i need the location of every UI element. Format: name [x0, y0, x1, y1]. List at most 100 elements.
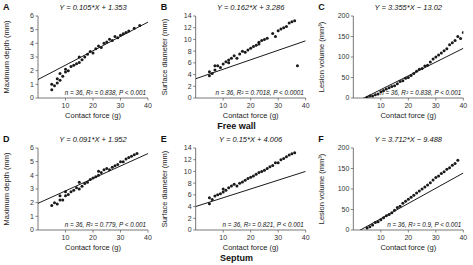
scatter-point [377, 220, 380, 223]
y-axis-label: Lesion volume (mm³) [317, 21, 326, 92]
y-tick [193, 183, 196, 184]
scatter-point [445, 47, 448, 50]
x-tick-label: 30 [432, 102, 440, 109]
y-tick [193, 62, 196, 63]
x-tick [65, 98, 66, 101]
scatter-point [136, 152, 139, 155]
y-tick [193, 218, 196, 219]
scatter-point [59, 198, 62, 201]
scatter-point [451, 164, 454, 167]
scatter-point [75, 62, 78, 65]
scatter-point [213, 64, 216, 67]
scatter-point [108, 38, 111, 41]
x-tick-label: 30 [117, 234, 125, 241]
stats: n = 36, R² = 0.779, P < 0.001 [65, 221, 146, 228]
scatter-point [61, 198, 64, 201]
scatter-point [401, 202, 404, 205]
y-tick [351, 77, 354, 78]
scatter-point [257, 171, 260, 174]
scatter-point [230, 185, 233, 188]
equation: Y = 0.105*X + 1.353 [59, 3, 127, 12]
scatter-point [233, 54, 236, 57]
x-tick-label: 10 [377, 102, 385, 109]
scatter-point [249, 176, 252, 179]
scatter-point [396, 206, 399, 209]
y-axis-line [195, 16, 196, 98]
y-tick-label: 150 [338, 33, 350, 40]
stats: n = 36, R² = 0.821, P < 0.001 [222, 221, 303, 228]
y-tick [193, 27, 196, 28]
equation: Y = 0.162*X + 3.286 [217, 3, 285, 12]
scatter-point [418, 68, 421, 71]
x-tick [148, 230, 149, 233]
scatter-point [260, 170, 263, 173]
scatter-point [252, 45, 255, 48]
y-tick [36, 43, 39, 44]
panel-label: A [3, 2, 10, 12]
y-tick [36, 84, 39, 85]
scatter-point [235, 185, 238, 188]
scatter-point [415, 70, 418, 73]
scatter-point [97, 170, 100, 173]
scatter-point [89, 50, 92, 53]
scatter-point [222, 63, 225, 66]
scatter-point [432, 178, 435, 181]
y-tick [36, 216, 39, 217]
scatter-point [67, 69, 70, 72]
scatter-point [277, 29, 280, 32]
y-tick [351, 36, 354, 37]
scatter-point [133, 153, 136, 156]
y-tick-label: 150 [338, 165, 350, 172]
scatter-point [434, 56, 437, 59]
scatter-point [396, 82, 399, 85]
scatter-point [208, 196, 211, 199]
scatter-point [119, 34, 122, 37]
scatter-point [219, 192, 222, 195]
scatter-point [371, 224, 374, 227]
y-tick-label: 1 [30, 81, 34, 88]
y-tick [36, 161, 39, 162]
panel-label: B [161, 2, 168, 12]
x-tick-label: 20 [247, 102, 255, 109]
y-tick [193, 98, 196, 99]
y-tick [36, 57, 39, 58]
scatter-point [230, 57, 233, 60]
y-tick-label: 4 [30, 172, 34, 179]
panel: 0246810121410203040Contact force (g)Surf… [160, 134, 310, 252]
scatter-point [64, 71, 67, 74]
scatter-point [374, 93, 377, 96]
x-tick-label: 30 [117, 102, 125, 109]
x-tick [305, 230, 306, 233]
regression-line [353, 48, 463, 98]
scatter-point [227, 61, 230, 64]
scatter-point [393, 209, 396, 212]
scatter-point [388, 213, 391, 216]
y-tick [193, 171, 196, 172]
scatter-point [122, 160, 125, 163]
regression-line [38, 22, 148, 79]
scatter-point [266, 167, 269, 170]
y-tick [36, 70, 39, 71]
scatter-point [382, 216, 385, 219]
scatter-point [279, 27, 282, 30]
scatter-point [415, 192, 418, 195]
x-tick [463, 98, 464, 101]
scatter-point [434, 176, 437, 179]
scatter-point [78, 181, 81, 184]
x-axis-label: Contact force (g) [380, 243, 436, 252]
y-tick [351, 230, 354, 231]
scatter-point [59, 79, 62, 82]
scatter-point [72, 64, 75, 67]
y-tick-label: 0 [30, 94, 34, 101]
scatter-point [100, 46, 103, 49]
scatter-point [379, 218, 382, 221]
scatter-point [451, 41, 454, 44]
scatter-point [445, 168, 448, 171]
scatter-point [241, 50, 244, 53]
x-tick [93, 98, 94, 101]
y-tick-label: 100 [338, 185, 350, 192]
scatter-point [216, 64, 219, 67]
scatter-point [423, 185, 426, 188]
x-tick-label: 20 [404, 234, 412, 241]
y-tick-label: 200 [338, 12, 350, 19]
